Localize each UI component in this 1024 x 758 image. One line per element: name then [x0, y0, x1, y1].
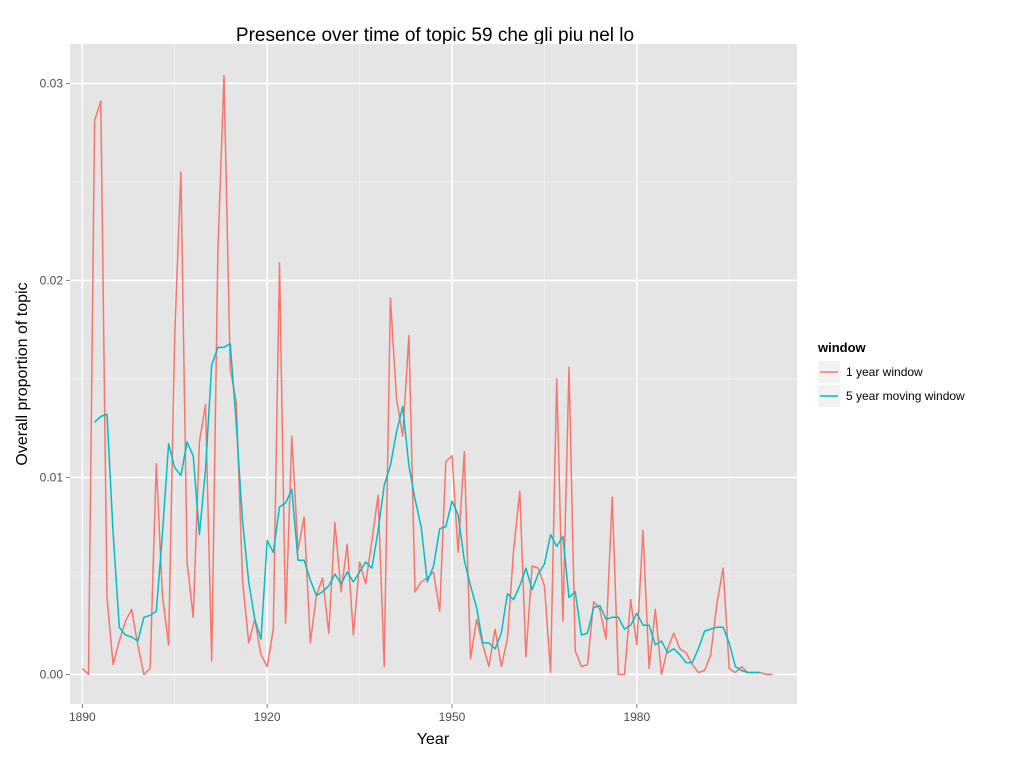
y-axis-title: Overall proportion of topic — [14, 282, 31, 465]
legend: window 1 year window 5 year moving windo… — [817, 340, 965, 407]
y-axis-ticks: 0.00 0.01 0.02 0.03 — [40, 76, 70, 681]
chart-title: Presence over time of topic 59 che gli p… — [236, 25, 634, 46]
plot-panel — [70, 44, 797, 704]
x-axis-ticks: 1890 1920 1950 1980 — [69, 704, 650, 724]
y-tick-label: 0.00 — [40, 667, 64, 681]
major-gridlines — [70, 44, 797, 704]
series-line-5year — [94, 342, 760, 674]
legend-title: window — [817, 340, 867, 355]
legend-label-1year: 1 year window — [846, 365, 923, 379]
legend-label-5year: 5 year moving window — [846, 389, 965, 403]
y-tick-label: 0.01 — [40, 470, 64, 484]
y-tick-label: 0.02 — [40, 273, 64, 287]
x-axis-title: Year — [417, 731, 450, 748]
x-tick-label: 1920 — [254, 710, 281, 724]
series-lines — [81, 74, 773, 676]
x-tick-label: 1980 — [623, 710, 650, 724]
y-tick-label: 0.03 — [40, 76, 64, 90]
x-tick-label: 1890 — [69, 710, 96, 724]
x-tick-label: 1950 — [439, 710, 466, 724]
